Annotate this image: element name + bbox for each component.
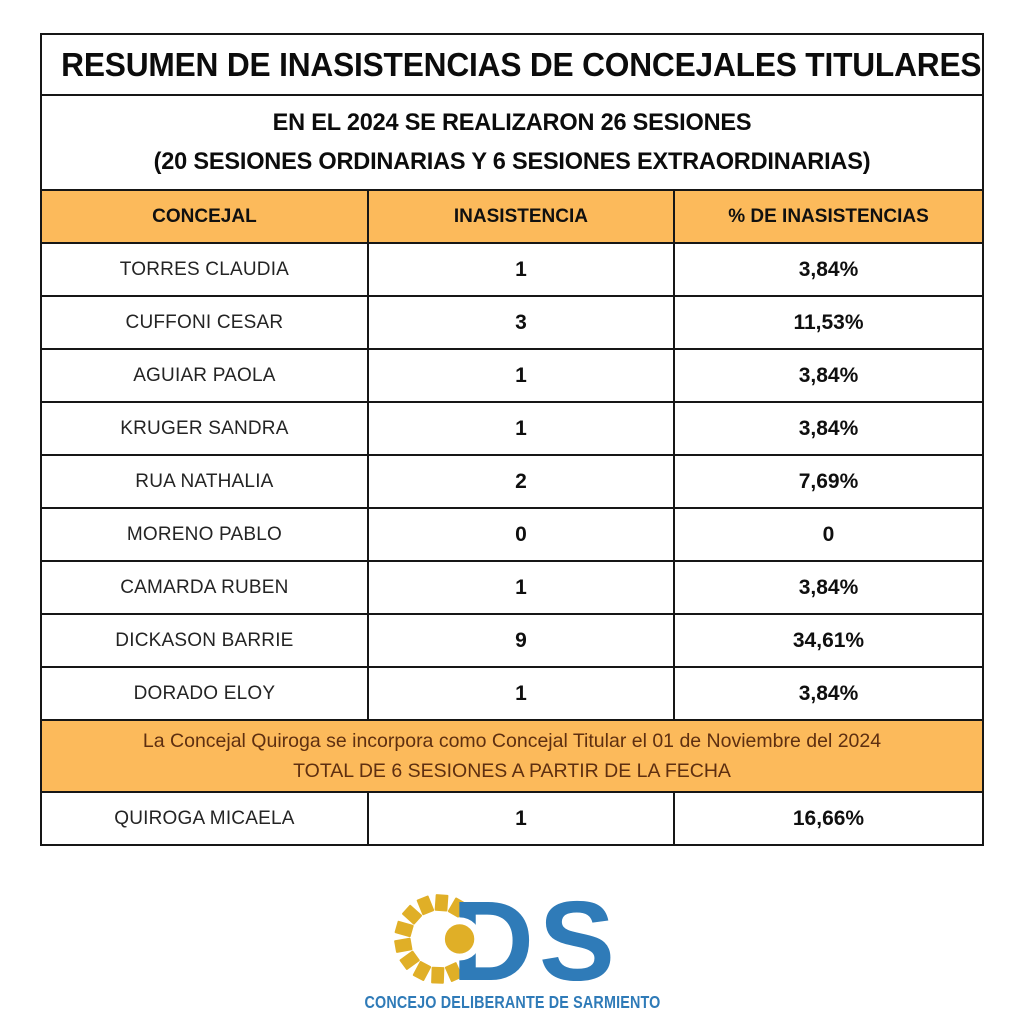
inasistencia-cell: 1 (366, 791, 676, 846)
table-row: TORRES CLAUDIA 1 3,84% (40, 242, 984, 297)
table-row: MORENO PABLO 0 0 (40, 507, 984, 562)
concejal-cell: KRUGER SANDRA (40, 401, 369, 456)
porcentaje-cell: 34,61% (673, 613, 984, 668)
subtitle-line-2: (20 SESIONES ORDINARIAS Y 6 SESIONES EXT… (153, 147, 871, 175)
inasistencia-cell: 1 (366, 348, 676, 403)
table-header-section: RESUMEN DE INASISTENCIAS DE CONCEJALES T… (40, 33, 984, 244)
porcentaje-cell: 11,53% (673, 295, 984, 350)
porcentaje-cell: 3,84% (673, 560, 984, 615)
concejal-cell: TORRES CLAUDIA (40, 242, 369, 297)
table-row: AGUIAR PAOLA 1 3,84% (40, 348, 984, 403)
inasistencia-cell: 3 (366, 295, 676, 350)
logo-center-dot-icon (444, 924, 474, 954)
concejal-cell: QUIROGA MICAELA (40, 791, 369, 846)
title-cell: RESUMEN DE INASISTENCIAS DE CONCEJALES T… (40, 33, 984, 96)
column-header-inasistencia: INASISTENCIA (366, 189, 676, 244)
table-body: TORRES CLAUDIA 1 3,84% CUFFONI CESAR 3 11,53%… (40, 242, 984, 846)
concejal-cell: CUFFONI CESAR (40, 295, 369, 350)
porcentaje-cell: 3,84% (673, 242, 984, 297)
concejal-cell: AGUIAR PAOLA (40, 348, 369, 403)
inasistencia-cell: 1 (366, 401, 676, 456)
attendance-summary-table: RESUMEN DE INASISTENCIAS DE CONCEJALES T… (40, 33, 984, 846)
column-header-porcentaje: % DE INASISTENCIAS (673, 189, 984, 244)
cds-logo-icon: D S (393, 888, 614, 988)
column-header-row: CONCEJAL INASISTENCIA % DE INASISTENCIAS (40, 189, 984, 244)
inasistencia-cell: 1 (366, 242, 676, 297)
logo-segmented-ring-icon (393, 894, 466, 984)
porcentaje-cell: 3,84% (673, 348, 984, 403)
note-row: La Concejal Quiroga se incorpora como Co… (40, 719, 984, 793)
inasistencia-cell: 2 (366, 454, 676, 509)
porcentaje-cell: 3,84% (673, 401, 984, 456)
porcentaje-cell: 7,69% (673, 454, 984, 509)
title-row: RESUMEN DE INASISTENCIAS DE CONCEJALES T… (40, 33, 984, 96)
column-header-concejal: CONCEJAL (40, 189, 369, 244)
porcentaje-cell: 16,66% (673, 791, 984, 846)
table-row: DICKASON BARRIE 9 34,61% (40, 613, 984, 668)
table-row: CUFFONI CESAR 3 11,53% (40, 295, 984, 350)
table-row: CAMARDA RUBEN 1 3,84% (40, 560, 984, 615)
subtitle-line-1: EN EL 2024 SE REALIZARON 26 SESIONES (272, 109, 752, 137)
page-title: RESUMEN DE INASISTENCIAS DE CONCEJALES T… (61, 45, 982, 83)
note-line: La Concejal Quiroga se incorpora como Co… (142, 729, 882, 752)
inasistencia-cell: 1 (366, 560, 676, 615)
concejal-cell: DORADO ELOY (40, 666, 369, 721)
concejal-cell: MORENO PABLO (40, 507, 369, 562)
note-line: TOTAL DE 6 SESIONES A PARTIR DE LA FECHA (293, 760, 731, 782)
porcentaje-cell: 3,84% (673, 666, 984, 721)
porcentaje-cell: 0 (673, 507, 984, 562)
table-row: QUIROGA MICAELA 1 16,66% (40, 791, 984, 846)
cds-logo: D S CONCEJO DELIBERANTE DE SARMIENTO (0, 888, 1024, 1013)
concejal-cell: DICKASON BARRIE (40, 613, 369, 668)
logo-letter-s: S (538, 888, 614, 988)
logo-caption: CONCEJO DELIBERANTE DE SARMIENTO (363, 992, 660, 1012)
note-cell: La Concejal Quiroga se incorpora como Co… (40, 719, 984, 793)
table-row: DORADO ELOY 1 3,84% (40, 666, 984, 721)
concejal-cell: RUA NATHALIA (40, 454, 369, 509)
inasistencia-cell: 0 (366, 507, 676, 562)
inasistencia-cell: 9 (366, 613, 676, 668)
table-row: RUA NATHALIA 2 7,69% (40, 454, 984, 509)
table-row: KRUGER SANDRA 1 3,84% (40, 401, 984, 456)
concejal-cell: CAMARDA RUBEN (40, 560, 369, 615)
subtitle-cell: EN EL 2024 SE REALIZARON 26 SESIONES (20… (40, 94, 984, 191)
subtitle-row: EN EL 2024 SE REALIZARON 26 SESIONES (20… (40, 94, 984, 191)
inasistencia-cell: 1 (366, 666, 676, 721)
